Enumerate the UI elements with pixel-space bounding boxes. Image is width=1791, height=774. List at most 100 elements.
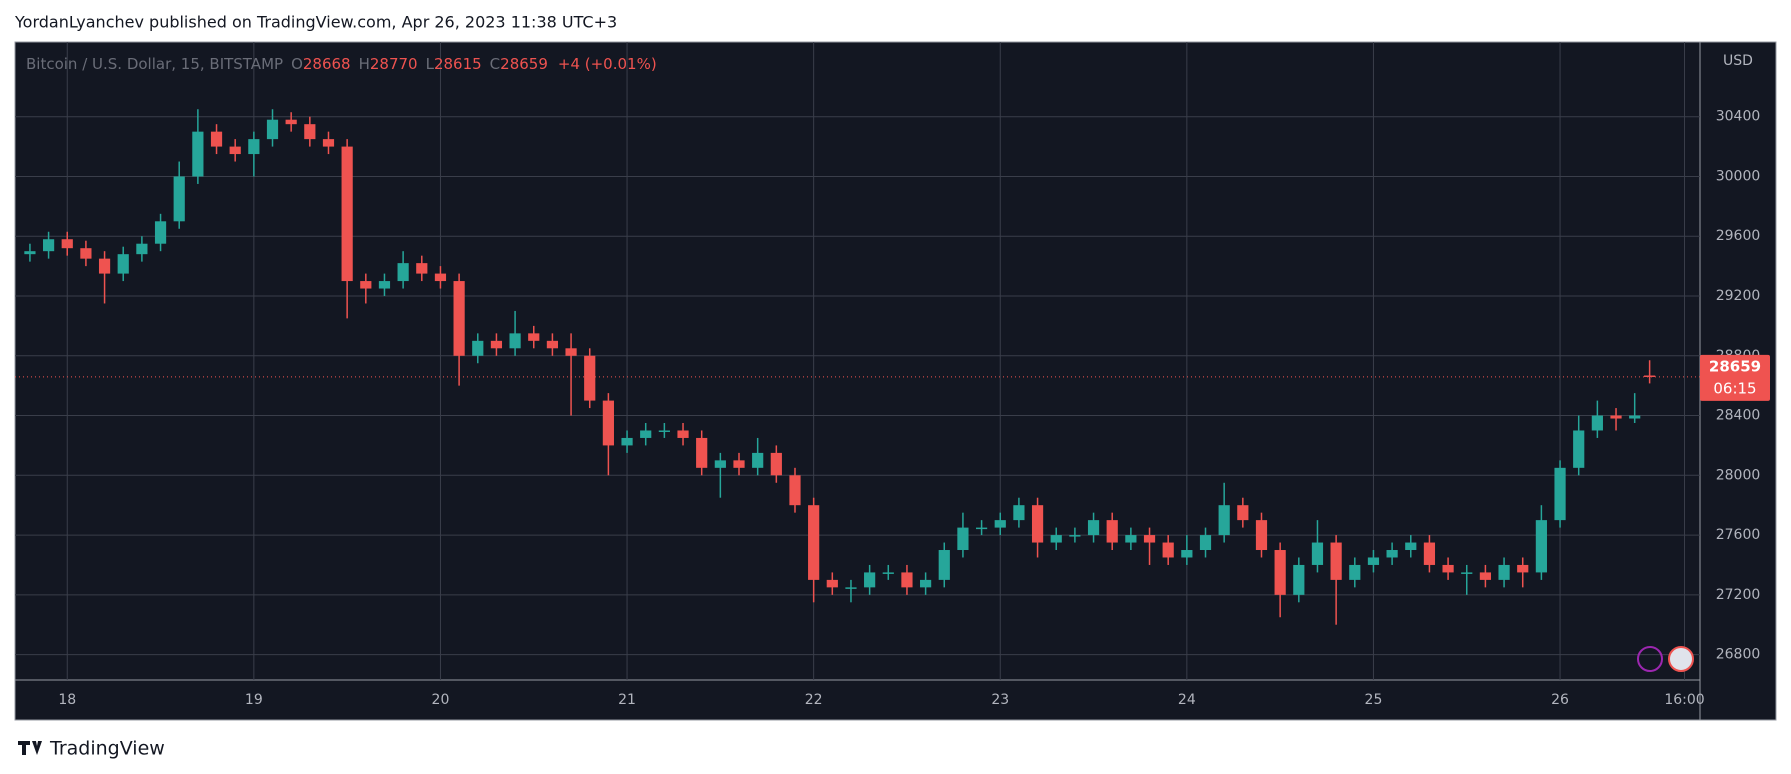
y-tick-label: 26800 bbox=[1716, 647, 1761, 663]
candle-body bbox=[1629, 415, 1641, 419]
candle-body bbox=[1517, 564, 1529, 573]
candle-body bbox=[341, 146, 353, 282]
candle-body bbox=[808, 505, 820, 580]
x-tick-label: 23 bbox=[991, 692, 1009, 708]
candle-body bbox=[416, 263, 428, 274]
candle-body bbox=[658, 430, 670, 432]
ohlc-letter: L bbox=[426, 55, 435, 73]
candle-body bbox=[1050, 535, 1062, 543]
candle-body bbox=[453, 281, 465, 356]
ohlc-value: 28770 bbox=[370, 55, 418, 73]
candle-body bbox=[210, 131, 223, 147]
candle-body bbox=[1106, 520, 1118, 543]
candle-body bbox=[584, 355, 596, 401]
candle-body bbox=[1498, 564, 1510, 580]
candle-body bbox=[1293, 564, 1305, 595]
candle-body bbox=[42, 239, 55, 252]
x-tick-label: 21 bbox=[618, 692, 636, 708]
ohlc-letter: H bbox=[359, 55, 370, 73]
candle-body bbox=[1199, 535, 1212, 551]
candle-body bbox=[1255, 520, 1268, 551]
candle-body bbox=[882, 572, 894, 574]
y-tick-label: 27600 bbox=[1716, 527, 1761, 543]
candles bbox=[15, 109, 1700, 625]
candle-body bbox=[24, 251, 36, 255]
candle-body bbox=[360, 281, 372, 289]
x-tick-label: 22 bbox=[805, 692, 823, 708]
candle-body bbox=[975, 527, 988, 530]
candle-body bbox=[378, 281, 391, 289]
countdown: 06:15 bbox=[1713, 379, 1756, 397]
grid bbox=[15, 42, 1700, 680]
candle-body bbox=[1143, 535, 1156, 543]
candle-body bbox=[1181, 550, 1193, 558]
candle-body bbox=[98, 258, 111, 274]
candle-body bbox=[789, 475, 801, 506]
candle-body bbox=[752, 452, 764, 468]
candle-body bbox=[80, 248, 92, 259]
change-label: +4 (+0.01%) bbox=[558, 55, 657, 73]
candle-body bbox=[1218, 505, 1230, 536]
y-tick-label: 27200 bbox=[1716, 587, 1761, 603]
candle-body bbox=[1330, 542, 1342, 580]
y-tick-label: 29200 bbox=[1716, 288, 1761, 304]
candle-body bbox=[304, 124, 316, 140]
candle-body bbox=[602, 400, 614, 446]
candle-body bbox=[546, 340, 559, 349]
candle-body bbox=[1367, 557, 1380, 565]
candle-body bbox=[1610, 415, 1622, 419]
x-tick-label: 19 bbox=[245, 692, 263, 708]
ohlc-value: 28668 bbox=[303, 55, 351, 73]
candle-body bbox=[864, 572, 876, 588]
candle-body bbox=[154, 221, 167, 244]
ohlc-letter: O bbox=[291, 55, 303, 73]
axis-unit: USD bbox=[1723, 53, 1753, 69]
candle-body bbox=[1087, 520, 1100, 536]
candle-body bbox=[397, 263, 409, 282]
y-tick-label: 30000 bbox=[1716, 168, 1761, 184]
candle-body bbox=[61, 239, 73, 249]
candle-body bbox=[677, 430, 689, 438]
candle-body bbox=[826, 579, 838, 588]
candle-body bbox=[173, 176, 185, 222]
candle-body bbox=[136, 243, 148, 255]
y-tick-label: 28000 bbox=[1716, 467, 1761, 483]
candle-body bbox=[938, 550, 950, 580]
event-icon[interactable] bbox=[1637, 646, 1663, 672]
candle-body bbox=[1461, 572, 1473, 574]
candle-body bbox=[994, 520, 1006, 528]
candle-body bbox=[1349, 564, 1361, 580]
candle-body bbox=[1554, 467, 1566, 521]
x-tick-label: 18 bbox=[58, 692, 76, 708]
candle-body bbox=[322, 139, 335, 147]
candle-body bbox=[733, 460, 745, 468]
price-tag-value: 28659 bbox=[1709, 357, 1761, 375]
candle-body bbox=[770, 452, 782, 476]
y-tick-label: 29600 bbox=[1716, 228, 1761, 244]
candle-body bbox=[845, 587, 857, 589]
candle-body bbox=[1125, 535, 1137, 543]
candle-body bbox=[1423, 542, 1436, 565]
price-tag bbox=[1700, 354, 1770, 401]
candle-body bbox=[957, 527, 969, 551]
candle-body bbox=[1311, 542, 1324, 565]
y-tick-label: 30400 bbox=[1716, 109, 1761, 125]
candle-body bbox=[1386, 550, 1398, 558]
candle-body bbox=[1479, 572, 1492, 580]
brand-logo bbox=[18, 741, 42, 755]
x-tick-label: 16:00 bbox=[1664, 692, 1704, 708]
candle-body bbox=[1162, 542, 1174, 558]
candle-body bbox=[1069, 535, 1081, 537]
candle-body bbox=[528, 333, 540, 341]
candle-body bbox=[1405, 542, 1417, 551]
candle-body bbox=[509, 333, 521, 349]
ohlc-value: 28659 bbox=[500, 55, 548, 73]
candle-body bbox=[490, 340, 503, 349]
candle-body bbox=[1591, 415, 1603, 431]
candle-body bbox=[117, 254, 129, 274]
flag-icon[interactable] bbox=[1668, 646, 1694, 672]
ohlc-value: 28615 bbox=[434, 55, 482, 73]
labels: 2680027200276002800028400288002920029600… bbox=[58, 109, 1770, 708]
